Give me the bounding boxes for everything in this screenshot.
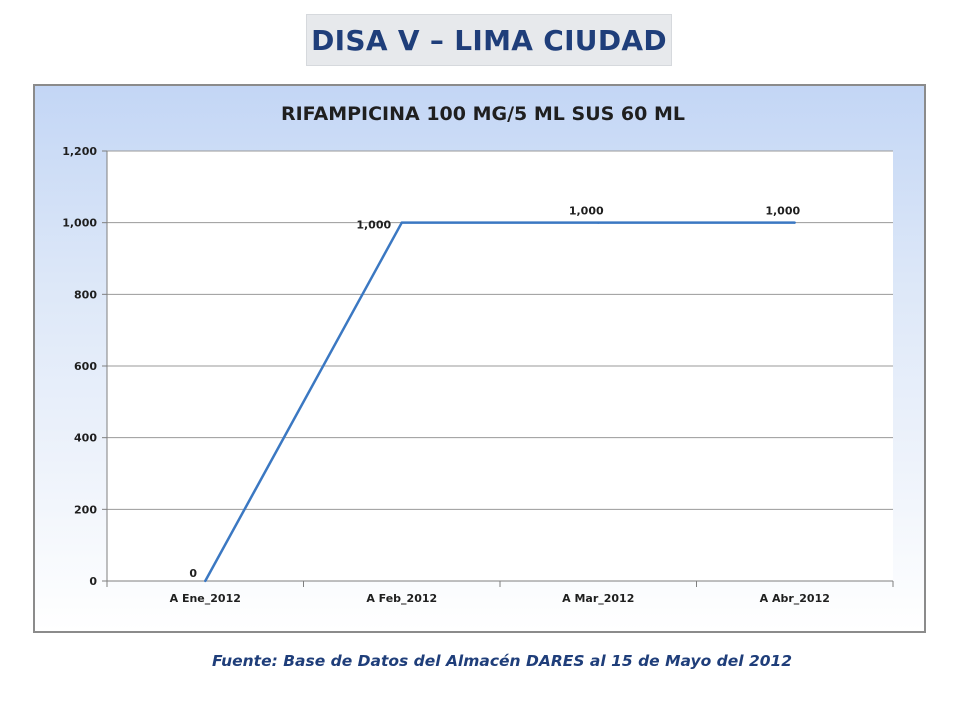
- header-title-box: DISA V – LIMA CIUDAD: [306, 14, 672, 66]
- x-tick-label: A Ene_2012: [170, 592, 241, 605]
- y-tick-label: 1,200: [62, 145, 97, 158]
- data-point: [793, 221, 796, 224]
- y-tick-label: 0: [89, 575, 97, 588]
- data-label: 1,000: [569, 205, 604, 218]
- data-label: 0: [189, 567, 197, 580]
- series-line: [204, 221, 795, 582]
- x-tick-label: A Feb_2012: [366, 592, 437, 605]
- source-note: Fuente: Base de Datos del Almacén DARES …: [212, 652, 793, 670]
- data-point: [597, 221, 600, 224]
- x-tick-label: A Abr_2012: [760, 592, 830, 605]
- line-chart: RIFAMPICINA 100 MG/5 ML SUS 60 ML 0 200 40…: [62, 103, 894, 605]
- chart-panel: RIFAMPICINA 100 MG/5 ML SUS 60 ML 0 200 40…: [33, 84, 926, 633]
- y-tick-label: 600: [74, 360, 97, 373]
- data-point: [204, 579, 207, 583]
- x-tick-label: A Mar_2012: [562, 592, 634, 605]
- y-tick-label: 800: [74, 288, 97, 301]
- data-point: [400, 221, 403, 224]
- data-label: 1,000: [765, 205, 800, 218]
- y-tick-label: 400: [74, 432, 97, 445]
- data-label: 1,000: [356, 219, 391, 232]
- y-tick-label: 200: [74, 503, 97, 516]
- chart-title: RIFAMPICINA 100 MG/5 ML SUS 60 ML: [281, 103, 685, 125]
- y-tick-label: 1,000: [62, 217, 97, 230]
- header-title: DISA V – LIMA CIUDAD: [311, 23, 667, 57]
